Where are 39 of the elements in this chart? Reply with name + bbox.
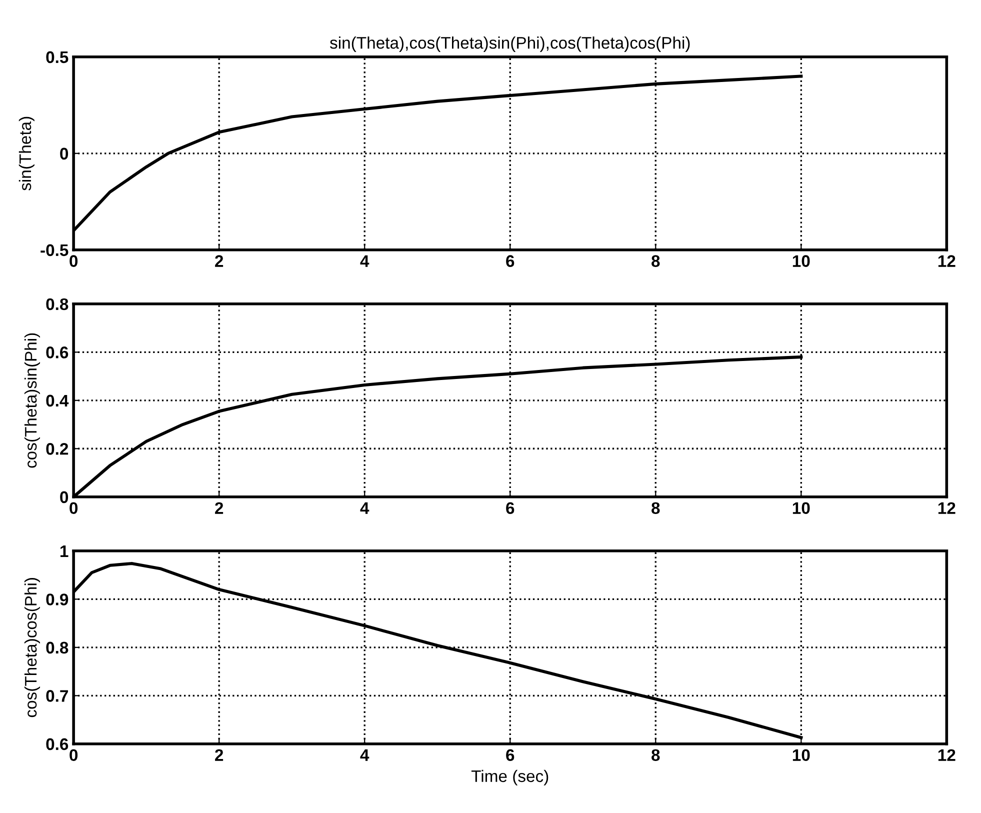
y-tick-label: 0.7	[46, 690, 68, 702]
y-tick-label: 0.9	[46, 594, 68, 606]
y-tick-label: -0.5	[40, 244, 68, 256]
x-tick-label: 12	[938, 749, 956, 761]
y-tick-label: 0.2	[46, 443, 68, 455]
x-tick-label: 6	[506, 502, 514, 514]
x-tick-label: 4	[360, 502, 370, 514]
x-tick-label: 8	[652, 749, 660, 761]
x-tick-label: 2	[215, 255, 224, 267]
x-tick-label: 8	[652, 255, 660, 267]
x-tick-label: 12	[938, 502, 956, 514]
x-tick-label: 0	[70, 502, 78, 514]
y-tick-label: 0	[60, 491, 68, 504]
y-tick-label: 0.8	[46, 298, 68, 310]
x-tick-label: 4	[360, 749, 370, 761]
x-tick-label: 10	[792, 255, 810, 267]
y-tick-label: 0.6	[46, 346, 68, 358]
x-tick-label: 4	[360, 255, 370, 267]
x-tick-label: 0	[70, 749, 78, 761]
y-tick-label: 1	[60, 545, 68, 557]
x-tick-label: 0	[70, 255, 78, 267]
y-axis-title: cos(Theta)cos(Phi)	[24, 578, 40, 718]
y-axis-title: cos(Theta)sin(Phi)	[24, 333, 40, 468]
y-tick-label: 0.4	[46, 394, 69, 407]
y-tick-label: 0	[60, 148, 68, 160]
y-axis-title: sin(Theta)	[18, 116, 34, 190]
x-tick-label: 8	[652, 502, 660, 514]
x-tick-label: 2	[215, 749, 224, 761]
y-tick-label: 0.6	[46, 738, 68, 750]
y-tick-label: 0.8	[46, 642, 68, 654]
chart-title: sin(Theta),cos(Theta)sin(Phi),cos(Theta)cos(Phi)	[330, 36, 690, 52]
x-axis-title: Time (sec)	[471, 770, 548, 786]
x-tick-label: 10	[792, 502, 810, 514]
x-tick-label: 6	[506, 255, 514, 267]
x-tick-label: 12	[938, 255, 956, 267]
x-tick-label: 2	[215, 502, 224, 514]
x-tick-label: 6	[506, 749, 514, 761]
x-tick-label: 10	[792, 749, 810, 761]
y-tick-label: 0.5	[46, 51, 68, 64]
